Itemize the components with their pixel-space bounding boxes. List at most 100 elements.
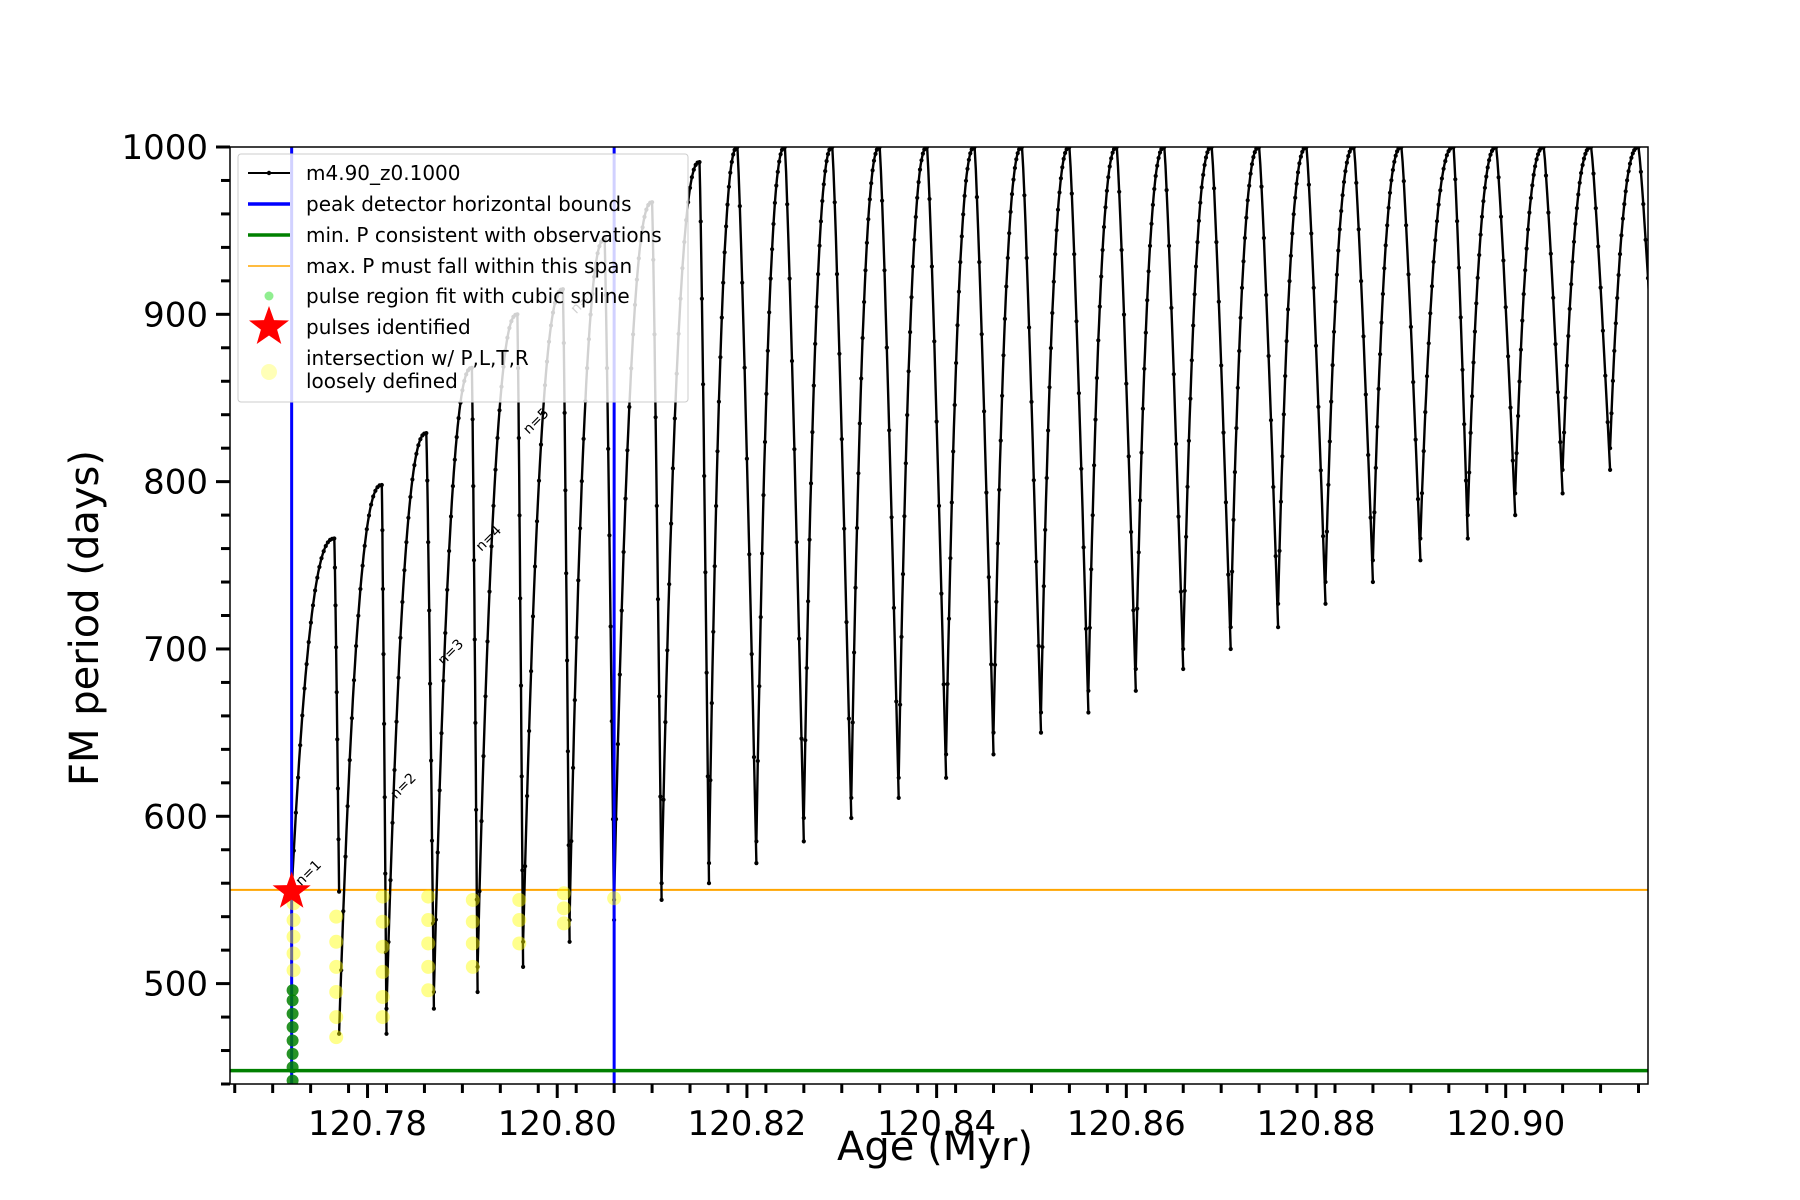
model-point: [345, 804, 350, 809]
model-point: [404, 540, 409, 545]
model-point: [658, 794, 663, 799]
model-point: [884, 345, 889, 350]
axes: 120.78 120.80 120.82 120.84 120.86 120.88 120.…: [121, 128, 1649, 1144]
model-point: [1171, 372, 1176, 377]
model-point: [657, 694, 662, 699]
model-point: [337, 889, 342, 894]
model-point: [382, 795, 387, 800]
model-point: [1593, 206, 1598, 211]
model-point: [792, 447, 797, 452]
y-tick-label: 600: [143, 797, 208, 837]
legend-item: peak detector horizontal bounds: [248, 192, 632, 216]
model-point: [1046, 428, 1051, 433]
model-point: [804, 665, 809, 671]
model-point: [1140, 406, 1145, 411]
model-point: [1330, 363, 1335, 368]
model-point: [1375, 424, 1380, 429]
spline-fit-point: [286, 1021, 299, 1034]
model-point: [669, 521, 674, 526]
model-point: [1441, 166, 1446, 171]
model-point: [576, 578, 581, 583]
model-point: [659, 897, 664, 903]
model-point: [1268, 418, 1274, 423]
model-point: [517, 513, 522, 518]
model-point: [1361, 334, 1366, 339]
model-point: [974, 195, 980, 200]
model-point: [1503, 305, 1508, 310]
model-point: [846, 716, 852, 721]
model-point: [323, 543, 328, 549]
model-point: [801, 839, 806, 844]
model-point: [304, 662, 309, 667]
model-point: [842, 526, 847, 531]
model-point: [398, 635, 403, 640]
model-point: [1186, 438, 1191, 443]
model-point: [932, 339, 937, 344]
model-point: [1372, 510, 1377, 515]
model-point: [667, 582, 672, 587]
model-point: [817, 243, 822, 248]
model-point: [431, 989, 436, 995]
spline-fit-point: [286, 1007, 299, 1020]
model-point: [949, 500, 954, 505]
model-point: [1392, 159, 1397, 164]
model-point: [1600, 328, 1605, 333]
intersection-point: [465, 914, 480, 929]
model-point: [1359, 279, 1364, 284]
model-point: [491, 503, 496, 508]
x-tick-label: 120.88: [1257, 1104, 1376, 1144]
model-point: [1608, 467, 1613, 472]
model-point: [321, 549, 326, 554]
legend-label: peak detector horizontal bounds: [306, 192, 632, 216]
model-point: [1527, 210, 1532, 215]
model-point: [1101, 224, 1107, 230]
pulse-2-markers: [337, 482, 389, 1036]
model-point: [765, 348, 770, 353]
intersection-point: [329, 959, 344, 974]
model-point: [1462, 422, 1467, 427]
model-point: [400, 599, 405, 605]
model-point: [1138, 498, 1143, 503]
model-point: [1619, 233, 1624, 238]
model-point: [410, 477, 415, 482]
model-point: [871, 158, 877, 163]
model-point: [757, 684, 762, 689]
model-point: [1216, 299, 1221, 304]
model-point: [1560, 491, 1565, 496]
model-point: [1471, 360, 1476, 365]
model-point: [394, 719, 399, 724]
model-point: [1583, 151, 1588, 156]
model-point: [716, 399, 722, 404]
model-point: [619, 608, 624, 613]
model-point: [335, 737, 340, 742]
model-point: [424, 431, 429, 436]
model-point: [821, 182, 826, 187]
model-point: [1562, 430, 1567, 435]
model-point: [1617, 252, 1623, 257]
model-point: [1005, 255, 1010, 261]
legend-item: m4.90_z0.1000: [248, 161, 461, 185]
model-point: [607, 533, 612, 538]
model-point: [538, 442, 544, 447]
model-point: [1434, 219, 1440, 224]
model-point: [1126, 454, 1131, 459]
model-point: [435, 850, 440, 855]
model-point: [722, 250, 727, 255]
model-point: [1475, 275, 1480, 280]
model-point: [426, 540, 431, 545]
model-point: [903, 461, 908, 466]
model-point: [1038, 710, 1044, 715]
model-point: [1623, 189, 1628, 194]
model-point: [1041, 584, 1046, 589]
model-point: [1629, 155, 1634, 160]
model-point: [799, 736, 804, 741]
model-point: [1424, 374, 1430, 379]
model-point: [1252, 150, 1257, 155]
model-point: [521, 964, 526, 970]
y-tick-label: 700: [143, 630, 208, 670]
model-point: [1117, 189, 1122, 194]
model-point: [1043, 527, 1048, 533]
model-point: [1278, 499, 1283, 504]
model-point: [1534, 157, 1539, 162]
